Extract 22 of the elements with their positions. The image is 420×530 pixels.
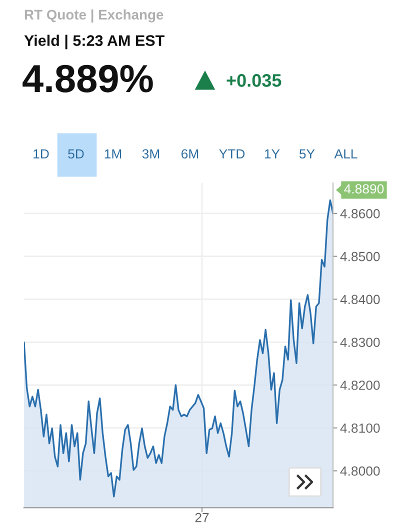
text: +0.035 [226, 74, 282, 87]
text: 27 [195, 512, 209, 522]
text: 6M [182, 149, 198, 159]
y-tick-label: 4.8600 [340, 209, 380, 218]
text: 1D [34, 149, 49, 158]
y-tick-label: 4.8300 [340, 338, 380, 348]
text: Yield | 5:23 AM EST [24, 34, 165, 50]
y-tick-label: 4.8100 [340, 423, 380, 433]
text: 4.8890 [344, 184, 384, 194]
y-tick-label: 4.8500 [340, 252, 380, 262]
text: ALL [334, 149, 358, 158]
chart-title: 4.889% [22, 64, 153, 92]
text: 3M [142, 149, 160, 159]
text: YTD [219, 149, 245, 158]
text: 1Y [264, 149, 280, 158]
y-tick-label: 4.8000 [340, 466, 380, 476]
y-tick-label: 4.8400 [340, 294, 380, 304]
text: 5Y [299, 149, 315, 159]
text: 5D [68, 149, 84, 159]
y-tick-label: 4.8200 [340, 380, 380, 390]
text: RT Quote | Exchange [24, 9, 164, 23]
text: 1M [104, 149, 122, 158]
